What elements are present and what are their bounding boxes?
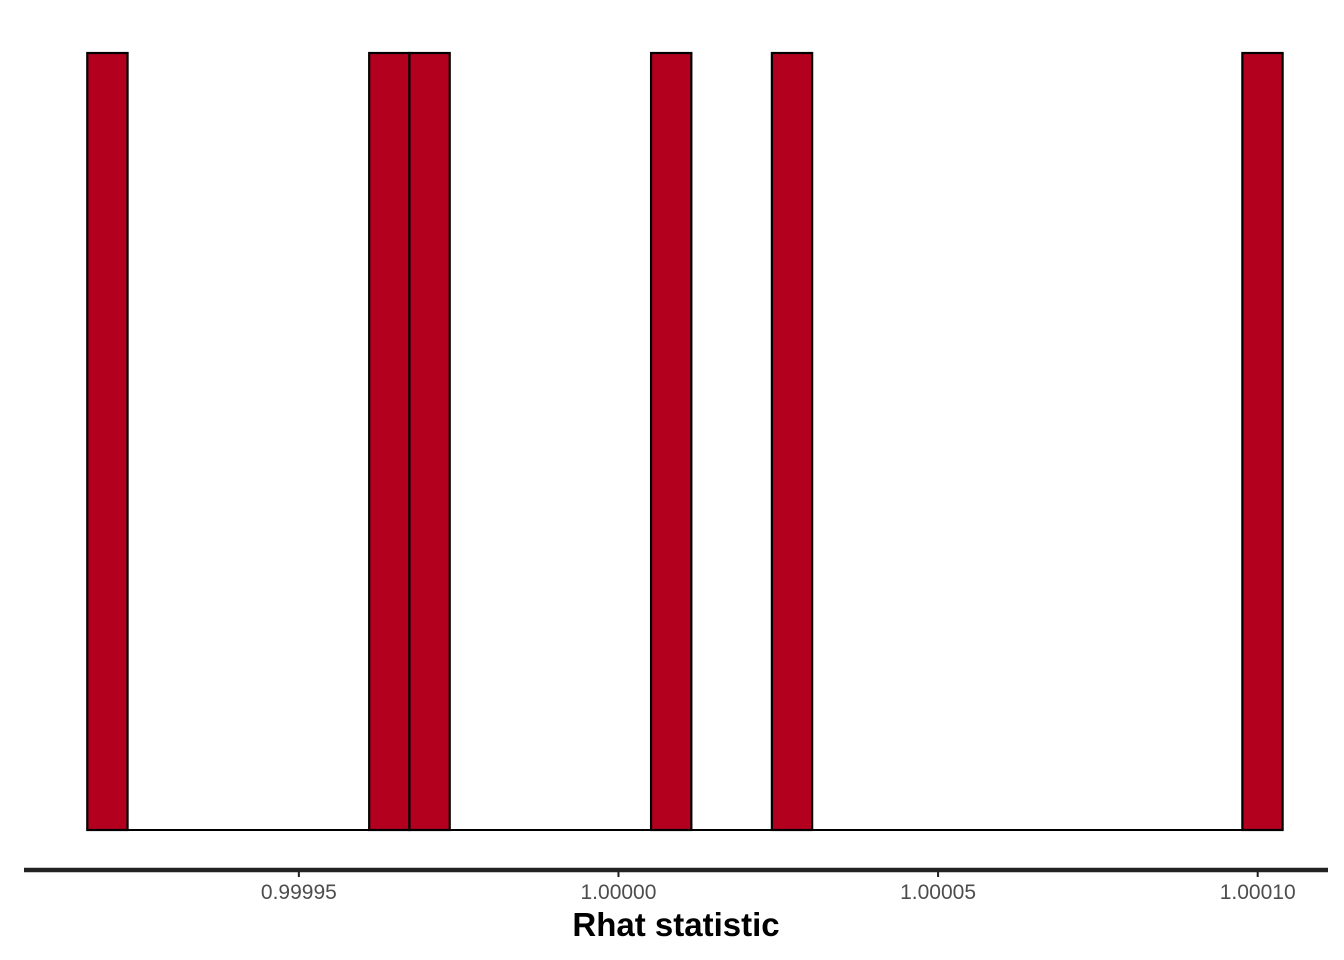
histogram-bars [86,51,1284,832]
x-axis-tick-labels: 0.99995 1.00000 1.00005 1.00010 [261,881,1296,904]
x-axis-tick-label: 1.00000 [581,881,657,904]
histogram-bar [1241,51,1284,832]
x-axis-tick-label: 1.00005 [900,881,976,904]
x-axis [24,867,1328,877]
histogram-bar [770,51,814,832]
x-axis-tick-label: 0.99995 [261,881,337,904]
histogram-bar [408,51,451,832]
histogram-bar [368,51,411,832]
histogram-bar [86,51,129,832]
x-axis-tick-label: 1.00010 [1220,881,1296,904]
histogram-bar [649,51,693,832]
x-axis-title: Rhat statistic [572,906,779,943]
